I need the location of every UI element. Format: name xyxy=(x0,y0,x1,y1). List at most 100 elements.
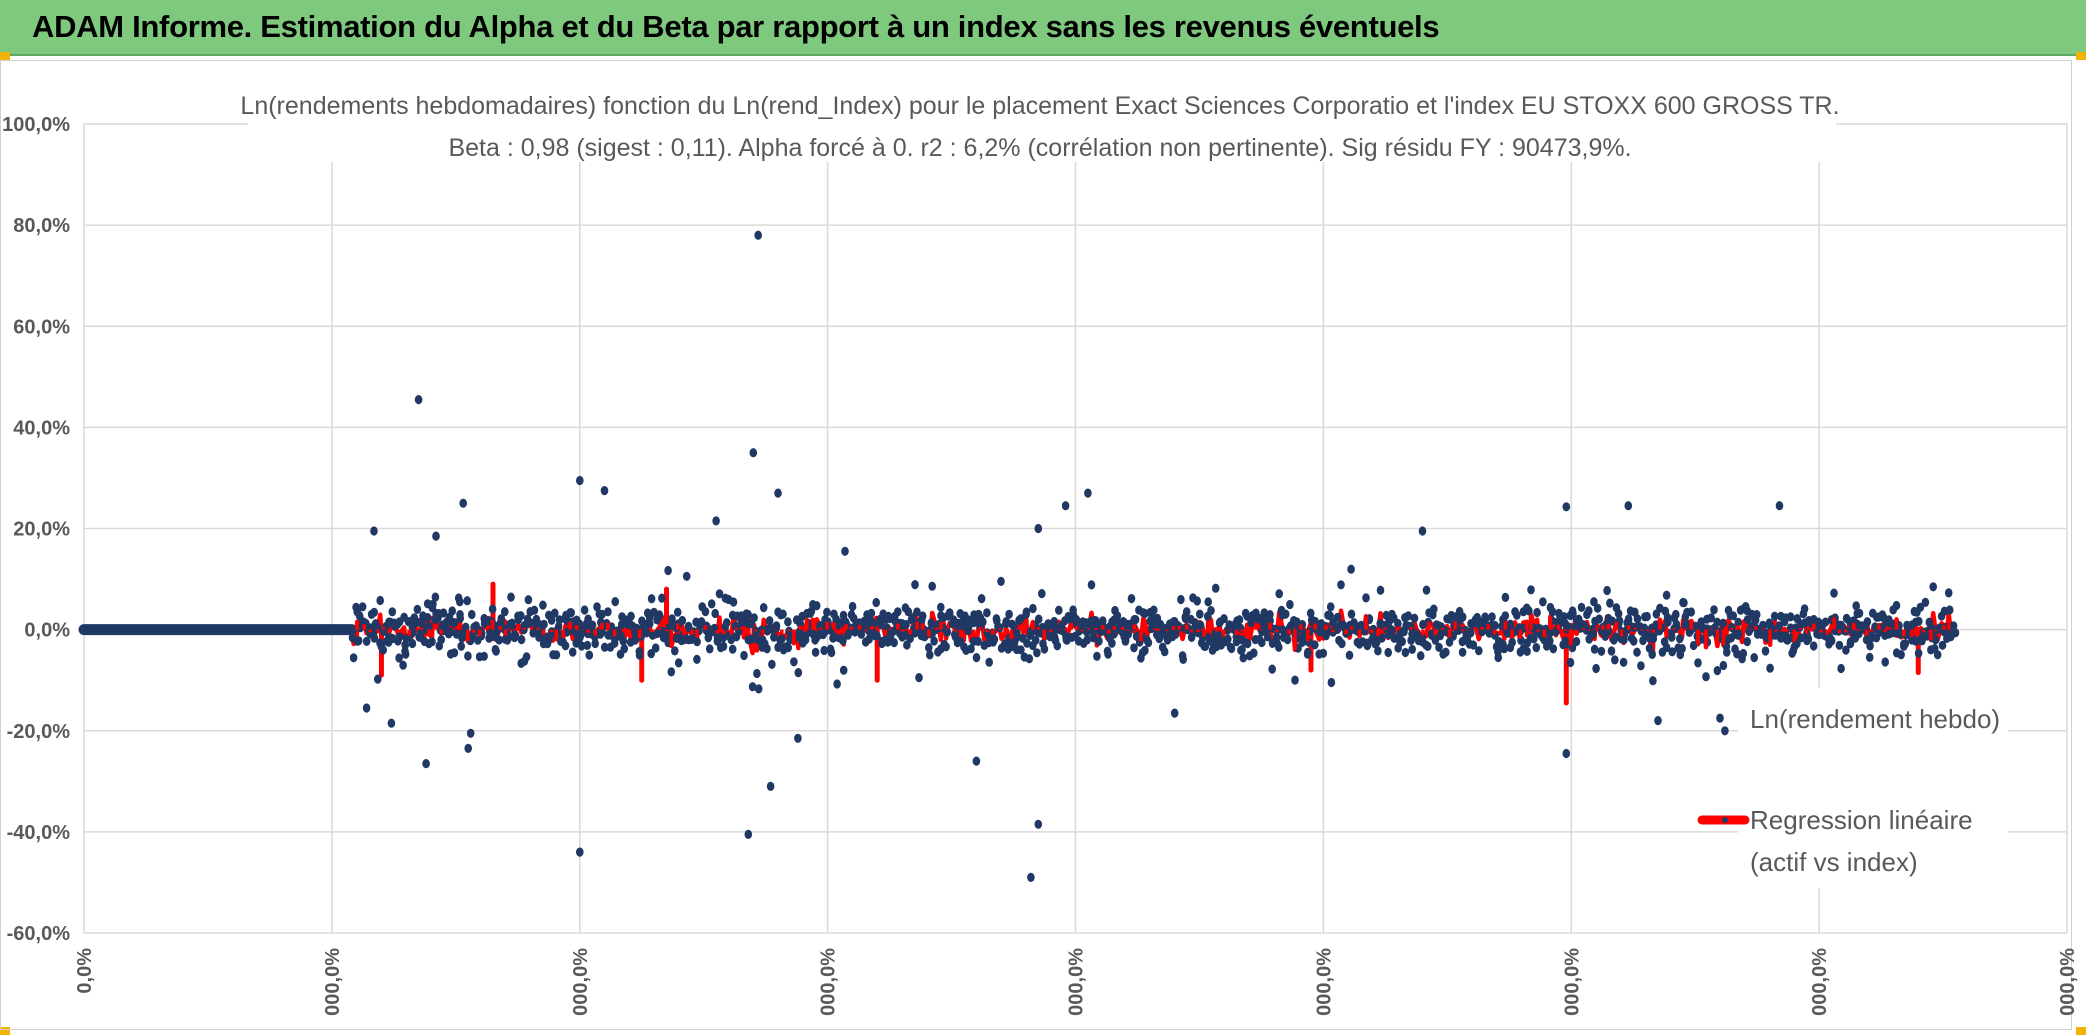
data-point xyxy=(1333,612,1342,622)
data-point xyxy=(1263,632,1272,642)
data-point xyxy=(1087,580,1096,590)
data-point xyxy=(748,682,757,692)
data-point xyxy=(967,644,975,654)
data-point xyxy=(642,628,651,638)
data-point xyxy=(1546,636,1554,646)
data-point xyxy=(619,636,628,646)
data-point xyxy=(577,641,586,651)
y-tick-label: -20,0% xyxy=(7,721,71,743)
data-point-outlier xyxy=(774,488,782,498)
data-point xyxy=(1501,611,1510,621)
data-point xyxy=(395,632,404,642)
data-point xyxy=(1104,649,1112,659)
data-point xyxy=(522,652,531,662)
data-point xyxy=(779,609,787,619)
corner-marker xyxy=(2076,52,2086,60)
data-point xyxy=(370,633,379,643)
data-point xyxy=(593,602,601,612)
data-point xyxy=(551,608,559,618)
data-point xyxy=(1243,639,1252,649)
data-point xyxy=(1258,637,1266,648)
data-point xyxy=(1865,652,1874,663)
report-title: ADAM Informe. Estimation du Alpha et du … xyxy=(32,9,1440,44)
data-point xyxy=(370,607,379,617)
data-point xyxy=(627,611,635,621)
legend-label-scatter: Ln(rendement hebdo) xyxy=(1750,704,2000,734)
data-point xyxy=(740,650,748,661)
data-point xyxy=(651,643,660,653)
data-point xyxy=(1672,619,1681,630)
data-point xyxy=(796,619,804,629)
data-point xyxy=(1676,634,1684,644)
data-point xyxy=(1488,612,1496,622)
x-tick-label: 000,0% xyxy=(322,948,344,1016)
data-point xyxy=(784,617,792,627)
data-point-outlier xyxy=(464,743,473,754)
data-point-outlier xyxy=(744,829,753,840)
data-point xyxy=(1160,647,1169,657)
data-point xyxy=(1761,646,1770,656)
data-point xyxy=(1235,615,1244,625)
data-point xyxy=(1713,666,1722,676)
data-point xyxy=(753,668,761,679)
data-point xyxy=(583,640,592,651)
corner-marker xyxy=(0,1027,10,1035)
data-point xyxy=(794,668,803,678)
data-point xyxy=(1327,677,1336,688)
data-point xyxy=(1944,588,1953,598)
data-point xyxy=(610,638,619,648)
data-point xyxy=(1121,636,1130,646)
data-point xyxy=(1619,657,1628,667)
data-point xyxy=(1532,643,1541,653)
data-point xyxy=(450,618,459,628)
data-point xyxy=(671,646,679,656)
data-point xyxy=(722,618,731,628)
data-point xyxy=(926,650,934,660)
data-point xyxy=(635,650,644,660)
plot-area xyxy=(78,230,1960,883)
data-point xyxy=(1863,617,1872,627)
data-point xyxy=(1830,588,1838,598)
y-tick-label: 40,0% xyxy=(13,417,70,439)
data-point xyxy=(1827,636,1836,646)
data-point xyxy=(865,634,873,644)
data-point xyxy=(539,600,547,610)
data-point xyxy=(1733,649,1741,659)
data-point xyxy=(540,619,548,629)
data-point xyxy=(1633,614,1642,624)
data-point xyxy=(1739,648,1748,659)
data-point xyxy=(1275,642,1283,652)
corner-marker xyxy=(0,52,10,60)
data-point xyxy=(915,673,923,683)
data-point xyxy=(784,643,792,653)
data-point xyxy=(848,601,857,612)
data-point xyxy=(1549,644,1558,654)
grid xyxy=(83,123,2068,934)
data-point xyxy=(1689,640,1698,651)
data-point xyxy=(431,592,440,602)
data-point xyxy=(1384,647,1392,658)
y-tick-label: -40,0% xyxy=(7,822,71,844)
data-point xyxy=(456,597,464,607)
data-point xyxy=(1611,632,1620,642)
data-point xyxy=(1025,654,1034,664)
data-point xyxy=(488,604,497,614)
data-point xyxy=(376,595,385,606)
data-point xyxy=(711,608,719,619)
data-point xyxy=(1410,613,1419,623)
data-point xyxy=(990,634,999,645)
x-tick-label: 000,0% xyxy=(570,948,592,1016)
data-point xyxy=(399,660,407,670)
data-point xyxy=(1533,607,1541,618)
data-point-outlier xyxy=(1775,501,1784,511)
data-point xyxy=(1804,634,1813,644)
data-point xyxy=(1752,610,1761,620)
x-tick-label: 0,0% xyxy=(74,948,96,994)
data-point xyxy=(707,599,716,609)
data-point xyxy=(423,613,432,623)
data-point xyxy=(1508,637,1516,648)
data-point xyxy=(928,581,936,591)
data-point xyxy=(778,634,786,644)
data-point xyxy=(1678,644,1686,654)
data-point-outlier xyxy=(1721,726,1729,736)
